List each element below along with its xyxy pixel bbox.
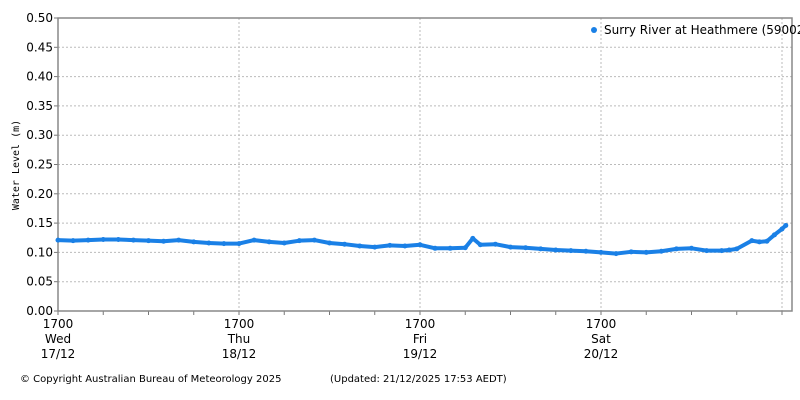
legend: Surry River at Heathmere (590028) xyxy=(591,23,800,37)
data-point xyxy=(783,222,789,228)
updated-text: (Updated: 21/12/2025 17:53 AEDT) xyxy=(330,374,507,385)
data-point xyxy=(447,245,453,251)
data-point xyxy=(779,226,785,232)
data-point xyxy=(462,245,468,251)
data-point xyxy=(492,241,498,247)
data-point xyxy=(266,239,272,245)
data-point xyxy=(643,249,649,255)
x-tick-label: 1700 xyxy=(43,317,74,331)
data-point xyxy=(387,242,393,248)
data-point xyxy=(538,246,544,252)
data-point xyxy=(342,241,348,247)
data-point xyxy=(417,242,423,248)
x-tick-label: Thu xyxy=(227,332,251,346)
data-point xyxy=(749,238,755,244)
data-point xyxy=(764,238,770,244)
data-point xyxy=(613,251,619,257)
data-point xyxy=(221,241,227,247)
y-tick-label: 0.05 xyxy=(26,275,53,289)
data-point xyxy=(372,244,378,250)
data-point xyxy=(432,245,438,251)
grid xyxy=(58,18,792,311)
x-tick-label: Fri xyxy=(413,332,427,346)
y-tick-label: 0.50 xyxy=(26,11,53,25)
data-point xyxy=(55,237,61,243)
y-tick-label: 0.20 xyxy=(26,187,53,201)
data-point xyxy=(704,248,710,254)
data-point xyxy=(583,248,589,254)
data-point xyxy=(191,239,197,245)
y-tick-label: 0.40 xyxy=(26,70,53,84)
x-tick-label: Wed xyxy=(45,332,71,346)
data-point xyxy=(523,245,529,251)
legend-marker xyxy=(591,27,597,33)
data-point xyxy=(236,241,242,247)
data-point xyxy=(689,245,694,251)
data-point xyxy=(734,246,740,252)
data-point xyxy=(100,237,106,243)
y-tick-label: 0.25 xyxy=(26,158,53,172)
y-tick-label: 0.30 xyxy=(26,128,53,142)
data-point xyxy=(756,239,762,245)
x-tick-label: 1700 xyxy=(224,317,255,331)
data-point xyxy=(206,240,212,246)
data-point xyxy=(85,237,91,243)
data-point xyxy=(568,248,574,254)
y-tick-label: 0.00 xyxy=(26,304,53,318)
data-point xyxy=(146,238,151,244)
data-point xyxy=(470,235,476,241)
legend-label: Surry River at Heathmere (590028) xyxy=(604,23,800,37)
axes: 0.00 0.05 0.10 0.15 0.20 0.25 0.30 0.35 0.40 0.45… xyxy=(26,11,793,361)
y-tick-label: 0.45 xyxy=(26,40,53,54)
plot-frame xyxy=(57,17,793,312)
x-tick-label: 18/12 xyxy=(222,347,257,361)
water-level-chart: 0.00 0.05 0.10 0.15 0.20 0.25 0.30 0.35 0.40 0.45… xyxy=(11,11,800,361)
x-tick-label: 20/12 xyxy=(584,347,619,361)
data-point xyxy=(673,246,679,252)
data-point xyxy=(402,243,408,249)
data-point xyxy=(658,248,664,254)
copyright-text: © Copyright Australian Bureau of Meteoro… xyxy=(20,374,282,385)
y-tick-label: 0.15 xyxy=(26,216,53,230)
data-point xyxy=(130,237,136,243)
x-tick-label: 17/12 xyxy=(41,347,76,361)
x-tick-label: 1700 xyxy=(586,317,617,331)
x-tick-label: 19/12 xyxy=(403,347,438,361)
data-point xyxy=(598,249,604,255)
x-tick-label: 1700 xyxy=(405,317,436,331)
data-point xyxy=(281,240,287,246)
data-points xyxy=(55,222,789,257)
data-point xyxy=(726,247,732,253)
data-point xyxy=(357,243,363,249)
data-point xyxy=(115,237,121,243)
data-point xyxy=(296,238,302,244)
data-point xyxy=(161,238,167,244)
series-line xyxy=(57,223,788,256)
data-point xyxy=(176,237,182,243)
data-point xyxy=(311,237,317,243)
data-point xyxy=(553,247,559,253)
y-tick-label: 0.35 xyxy=(26,99,53,113)
data-point xyxy=(508,244,513,250)
data-point xyxy=(719,248,725,254)
data-point xyxy=(327,240,332,246)
data-point xyxy=(251,237,257,243)
data-point xyxy=(70,238,76,244)
data-point xyxy=(628,249,634,255)
y-axis-label: Water Level (m) xyxy=(11,120,22,210)
y-tick-label: 0.10 xyxy=(26,245,53,259)
data-point xyxy=(477,242,483,248)
data-point xyxy=(771,232,777,238)
x-tick-label: Sat xyxy=(591,332,611,346)
